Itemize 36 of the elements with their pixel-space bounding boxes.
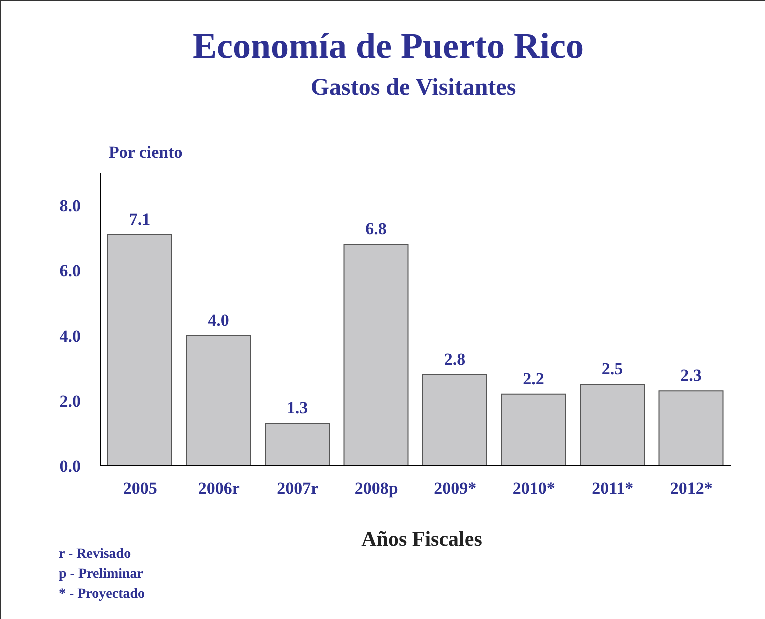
x-tick-label: 2007r <box>277 479 320 498</box>
bar <box>186 335 252 466</box>
y-tick-label: 2.0 <box>60 392 81 411</box>
bar <box>580 384 645 466</box>
data-label: 7.1 <box>129 210 151 229</box>
y-tick-label: 4.0 <box>60 326 81 346</box>
chart-title: Economía de Puerto Rico <box>192 25 585 67</box>
data-label: 2.3 <box>680 366 702 386</box>
data-label: 1.3 <box>286 398 308 418</box>
y-tick-label: 0.0 <box>60 457 81 476</box>
x-tick-label: 2010* <box>512 479 556 498</box>
bar <box>501 394 566 466</box>
bar <box>422 374 488 466</box>
x-tick-label: 2008p <box>354 479 398 498</box>
bar <box>658 390 724 466</box>
bar <box>108 234 172 466</box>
text: p - Preliminar <box>59 566 145 584</box>
y-axis-title: Por ciento <box>109 143 183 163</box>
x-tick-label: 2011* <box>592 479 634 498</box>
x-axis-title: Años Fiscales <box>362 527 482 551</box>
text: * - Proyectado <box>59 586 146 604</box>
data-label: 2.2 <box>523 369 544 388</box>
chart-subtitle: Gastos de Visitantes <box>310 75 518 102</box>
data-label: 2.8 <box>444 350 466 369</box>
y-tick-label: 8.0 <box>60 196 81 216</box>
x-tick-label: 2006r <box>198 479 240 498</box>
bar <box>344 244 409 466</box>
y-tick-label: 6.0 <box>60 262 81 281</box>
bar <box>265 423 330 466</box>
data-label: 2.5 <box>602 360 624 379</box>
x-tick-label: 2005 <box>123 479 158 498</box>
text: r - Revisado <box>59 546 132 564</box>
data-label: 6.8 <box>366 220 387 239</box>
x-tick-label: 2012* <box>670 479 713 498</box>
data-label: 4.0 <box>208 310 230 330</box>
x-tick-label: 2009* <box>434 479 477 498</box>
